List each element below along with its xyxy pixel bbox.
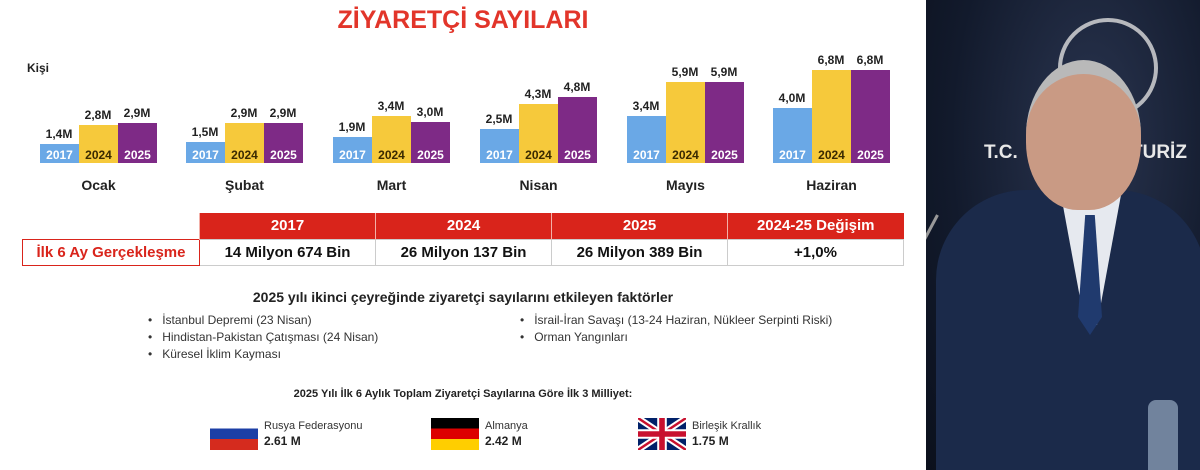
factors-title: 2025 yılı ikinci çeyreğinde ziyaretçi sa… bbox=[252, 289, 674, 305]
data-label: 2,9M bbox=[269, 106, 297, 121]
bar-2025: 2025 bbox=[558, 97, 597, 163]
blank-cell bbox=[23, 213, 200, 239]
data-label: 6,8M bbox=[856, 52, 884, 67]
nationality-name: Almanya bbox=[485, 420, 528, 432]
data-label: 3,4M bbox=[632, 99, 660, 114]
bar-2025: 2025 bbox=[411, 121, 450, 163]
data-label: 5,9M bbox=[671, 65, 699, 80]
data-label: 4,0M bbox=[778, 91, 806, 106]
speaker-head bbox=[1026, 60, 1141, 210]
bar-2017: 2017 bbox=[40, 143, 79, 163]
month-label: Mayıs bbox=[666, 177, 705, 193]
data-label: 2,9M bbox=[123, 106, 151, 121]
data-label: 2,9M bbox=[230, 106, 258, 121]
slide-title: ZİYARETÇİ SAYILARI bbox=[337, 6, 589, 34]
month-label: Ocak bbox=[81, 177, 116, 193]
row-label: İlk 6 Ay Gerçekleşme bbox=[22, 238, 200, 266]
data-label: 1,5M bbox=[191, 125, 219, 140]
backdrop-text: T.C. bbox=[984, 142, 1018, 163]
nationality-name: Rusya Federasyonu bbox=[264, 420, 363, 432]
presentation-slide: ZİYARETÇİ SAYILARI Kişi 2017 1,4M 2024 2,8M… bbox=[0, 0, 926, 470]
factor-item: İsrail-İran Savaşı (13-24 Haziran, Nükle… bbox=[520, 313, 832, 327]
bar-2024: 2024 bbox=[666, 82, 705, 163]
header-2025: 2025 bbox=[551, 213, 728, 239]
month-label: Şubat bbox=[225, 177, 264, 193]
russia-flag-icon bbox=[210, 418, 258, 450]
nationality-name: Birleşik Krallık bbox=[692, 420, 762, 432]
bar-2024: 2024 bbox=[79, 124, 118, 163]
water-bottle bbox=[1148, 400, 1178, 470]
factor-item: Hindistan-Pakistan Çatışması (24 Nisan) bbox=[148, 330, 378, 344]
nationality-value: 2.61 M bbox=[264, 434, 301, 448]
month-label: Nisan bbox=[519, 177, 558, 193]
header-2017: 2017 bbox=[199, 213, 376, 239]
factor-item: İstanbul Depremi (23 Nisan) bbox=[148, 313, 311, 327]
month-label: Mart bbox=[376, 177, 407, 193]
backdrop-text: TURİZ bbox=[1131, 142, 1187, 163]
value-2017: 14 Milyon 674 Bin bbox=[199, 238, 376, 266]
data-label: 1,4M bbox=[45, 126, 73, 141]
bar-2024: 2024 bbox=[225, 123, 264, 163]
chart-unit-label: Kişi bbox=[27, 61, 50, 75]
uk-flag-icon bbox=[638, 418, 686, 450]
data-label: 6,8M bbox=[817, 52, 845, 67]
table-header-row: 2017 2024 2025 2024-25 Değişim bbox=[23, 213, 904, 239]
nationalities-title: 2025 Yılı İlk 6 Aylık Toplam Ziyaretçi S… bbox=[293, 388, 633, 400]
bar-2025: 2025 bbox=[851, 69, 890, 163]
value-2024: 26 Milyon 137 Bin bbox=[375, 238, 552, 266]
data-label: 5,9M bbox=[710, 65, 738, 80]
table-row: İlk 6 Ay Gerçekleşme 14 Milyon 674 Bin 2… bbox=[22, 238, 904, 266]
month-label: Haziran bbox=[806, 177, 857, 193]
summary-table: 2017 2024 2025 2024-25 Değişim İlk 6 Ay … bbox=[22, 213, 904, 266]
data-label: 2,5M bbox=[485, 111, 513, 126]
bar-2017: 2017 bbox=[480, 128, 519, 163]
data-label: 4,8M bbox=[563, 80, 591, 95]
header-2024: 2024 bbox=[375, 213, 552, 239]
speaker-video-panel: T.C. TURİZ Sİ bbox=[926, 0, 1200, 470]
data-label: 2,8M bbox=[84, 107, 112, 122]
factor-item: Orman Yangınları bbox=[520, 330, 628, 344]
data-label: 3,4M bbox=[377, 99, 405, 114]
bar-2017: 2017 bbox=[627, 116, 666, 163]
nationality-value: 2.42 M bbox=[485, 434, 522, 448]
bar-2024: 2024 bbox=[519, 104, 558, 163]
bar-2025: 2025 bbox=[118, 123, 157, 163]
value-change: +1,0% bbox=[727, 238, 904, 266]
germany-flag-icon bbox=[431, 418, 479, 450]
bar-2017: 2017 bbox=[773, 108, 812, 163]
bar-2024: 2024 bbox=[812, 69, 851, 163]
bar-2024: 2024 bbox=[372, 116, 411, 163]
bar-2017: 2017 bbox=[186, 142, 225, 163]
nationality-value: 1.75 M bbox=[692, 434, 729, 448]
bar-2017: 2017 bbox=[333, 136, 372, 163]
header-change: 2024-25 Değişim bbox=[727, 213, 904, 239]
data-label: 4,3M bbox=[524, 87, 552, 102]
data-label: 3,0M bbox=[416, 104, 444, 119]
bar-2025: 2025 bbox=[264, 123, 303, 163]
factor-item: Küresel İklim Kayması bbox=[148, 347, 281, 361]
value-2025: 26 Milyon 389 Bin bbox=[551, 238, 728, 266]
bar-2025: 2025 bbox=[705, 82, 744, 163]
data-label: 1,9M bbox=[338, 119, 366, 134]
